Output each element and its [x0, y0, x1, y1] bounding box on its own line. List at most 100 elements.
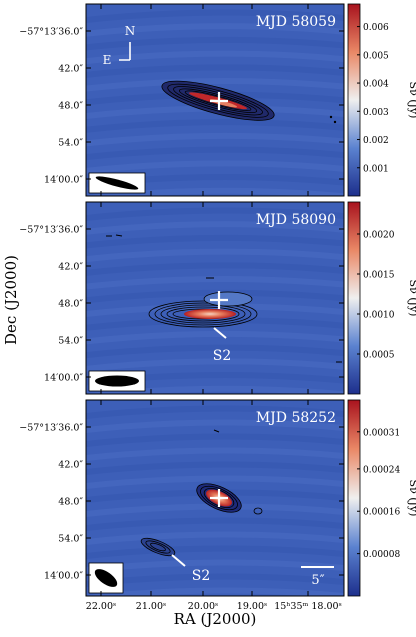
- source-position-marker: [210, 489, 228, 507]
- noise-streak: [86, 207, 344, 221]
- s2-arrow: [213, 327, 227, 339]
- noise-streak: [86, 146, 344, 161]
- noise-streak: [86, 50, 344, 65]
- y-tick-label: 48.0″: [58, 497, 83, 508]
- noise-streak: [86, 234, 344, 249]
- contour-line: [140, 537, 176, 557]
- panel-frame: [85, 201, 345, 395]
- y-tick-label: −57°13′36.0″: [19, 27, 83, 38]
- y-tick-label: 42.0″: [58, 460, 83, 471]
- beam-ellipse: [95, 375, 139, 387]
- contour-line: [150, 542, 166, 552]
- noise-streak: [86, 23, 344, 37]
- noise-streak: [86, 433, 344, 447]
- compass: NE: [103, 24, 136, 67]
- noise-streak: [86, 262, 344, 276]
- noise-streak: [86, 545, 344, 559]
- colorbar-tick-label: 0.0005: [363, 351, 395, 361]
- colorbar: [347, 399, 361, 597]
- contour-line: [203, 488, 235, 508]
- contour-line: [145, 540, 171, 554]
- noise-streak: [86, 132, 344, 147]
- noise-streak: [86, 119, 344, 133]
- noise-streak: [86, 358, 344, 372]
- noise-streak: [86, 78, 344, 92]
- noise-streak: [86, 276, 344, 290]
- beam-ellipse: [94, 569, 118, 587]
- noise-streak: [86, 36, 344, 51]
- y-tick-label: 14′00.0″: [44, 571, 83, 582]
- panel-frame: [85, 3, 345, 197]
- noise-contour: [329, 115, 333, 119]
- scale-bar: 5″: [301, 566, 334, 588]
- y-tick-label: −57°13′36.0″: [19, 423, 83, 434]
- x-tick-label-3: 20.00ˢ: [188, 601, 218, 612]
- y-axis-label: Dec (J2000): [2, 255, 20, 345]
- colorbar-tick-label: 0.001: [363, 164, 389, 174]
- noise-streak: [86, 160, 344, 174]
- noise-streak: [86, 475, 344, 489]
- noise-contour: [106, 234, 123, 237]
- contour-line: [173, 86, 263, 116]
- colorbar-tick-label: 0.0015: [363, 271, 395, 281]
- contour-line: [253, 507, 263, 515]
- contour-line: [148, 300, 258, 328]
- colorbar-tick-label: 0.00024: [363, 465, 400, 475]
- y-tick-label: 14′00.0″: [44, 175, 83, 186]
- noise-streak: [86, 9, 344, 23]
- colorbar-label: Sν (Jy): [407, 480, 416, 517]
- emission-core: [184, 309, 236, 319]
- colorbar-tick-label: 0.00016: [363, 508, 400, 518]
- noise-streak: [86, 419, 344, 433]
- x-tick-label-5: 15ʰ35ᵐ 18.00ˢ: [274, 601, 342, 612]
- contour-line: [160, 304, 246, 324]
- colorbar-tick-label: 0.005: [363, 51, 389, 61]
- y-tick-label: 14′00.0″: [44, 373, 83, 384]
- colorbar-tick-label: 0.006: [363, 23, 389, 33]
- noise-streak: [86, 385, 344, 394]
- colorbar-label: Sν (Jy): [407, 82, 416, 119]
- noise-streak: [86, 461, 344, 475]
- noise-streak: [86, 221, 344, 235]
- beam-ellipse: [95, 176, 139, 190]
- panel-title: MJD 58252: [256, 410, 336, 426]
- noise-streak: [86, 531, 344, 545]
- panel-title: MJD 58090: [256, 212, 336, 228]
- noise-streak: [86, 64, 344, 78]
- colorbar-tick-label: 0.00008: [363, 550, 400, 560]
- contour-line: [200, 485, 238, 511]
- colorbar: [347, 201, 361, 395]
- colorbar-tick-label: 0.0010: [363, 311, 395, 321]
- y-tick-label: 54.0″: [58, 336, 83, 347]
- noise-streak: [86, 405, 344, 419]
- colorbar-tick-label: 0.004: [363, 80, 389, 90]
- noise-contour: [333, 120, 337, 124]
- panel-2: S2 MJD 58090 −57°13′36.0″ 42.0″ 48.0″ 54.0″ 14…: [19, 201, 416, 395]
- x-axis-label: RA (J2000): [174, 610, 257, 628]
- s2-label: S2: [192, 568, 211, 584]
- y-tick-label: 54.0″: [58, 138, 83, 149]
- y-tick-label: 42.0″: [58, 64, 83, 75]
- x-tick-label-4: 19.00ˢ: [237, 601, 267, 612]
- y-tick-label: −57°13′36.0″: [19, 225, 83, 236]
- y-tick-label: 48.0″: [58, 101, 83, 112]
- colorbar: [347, 3, 361, 197]
- panel-3: S2 MJD 58252 −57°13′36.0″ 42.0″ 48.0″ 54.0″ 14…: [19, 399, 416, 597]
- y-tick-label: 54.0″: [58, 534, 83, 545]
- colorbar-tick-label: 0.003: [363, 108, 389, 118]
- noise-streak: [86, 187, 344, 196]
- noise-streak: [86, 447, 344, 461]
- colorbar-tick-label: 0.002: [363, 136, 389, 146]
- noise-streak: [86, 517, 344, 531]
- noise-contour: [213, 429, 220, 433]
- panel-title: MJD 58059: [256, 14, 336, 30]
- s2-arrow: [171, 554, 186, 567]
- x-tick-label-2: 21.00ˢ: [136, 601, 166, 612]
- contour-line: [167, 83, 269, 118]
- panel-frame: [85, 399, 345, 597]
- compass-east-label: E: [103, 53, 112, 67]
- source-position-marker: [210, 92, 228, 110]
- compass-north-label: N: [125, 24, 136, 38]
- y-tick-label: 48.0″: [58, 299, 83, 310]
